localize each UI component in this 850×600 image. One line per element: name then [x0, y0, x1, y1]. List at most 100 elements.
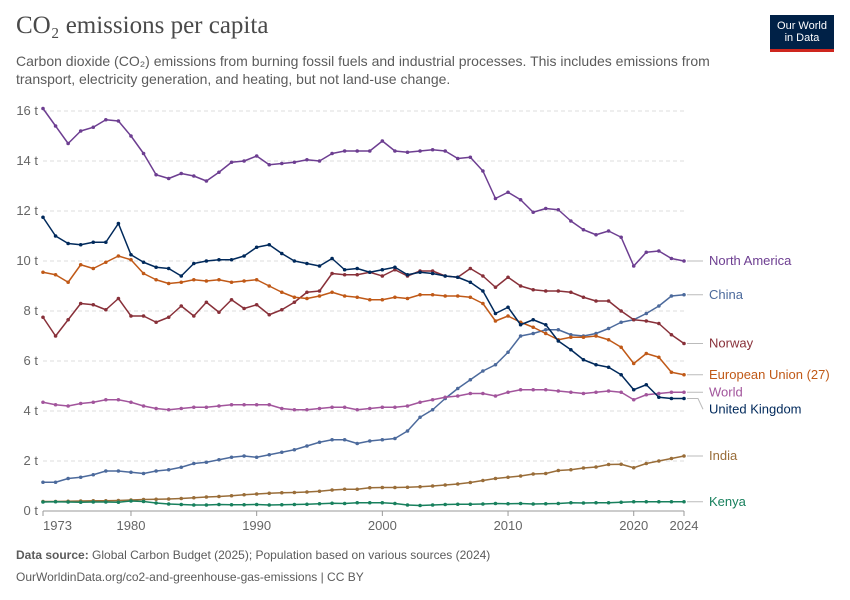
data-point-india-2009	[493, 476, 498, 481]
data-point-kenya-2011	[518, 501, 523, 506]
data-point-india-2010	[506, 475, 510, 480]
data-point-european-union-27-1977	[91, 266, 96, 271]
data-point-united-kingdom-2010	[506, 305, 510, 310]
data-point-world-2013	[543, 387, 548, 392]
data-point-india-1982	[154, 497, 158, 502]
data-point-european-union-27-2015	[569, 335, 573, 340]
data-point-north-america-1980	[129, 134, 133, 138]
data-point-united-kingdom-1998	[355, 266, 360, 271]
data-point-kenya-1994	[305, 502, 309, 507]
data-point-north-america-2017	[594, 232, 598, 237]
data-point-world-1990	[254, 402, 259, 407]
data-point-china-1984	[179, 465, 184, 470]
data-point-china-1974	[53, 480, 58, 485]
x-tick-label-1990: 1990	[242, 518, 271, 533]
data-point-india-1992	[280, 490, 284, 495]
data-point-european-union-27-2018	[606, 337, 611, 342]
data-point-kenya-2018	[606, 500, 611, 505]
logo-line-2: in Data	[784, 32, 820, 44]
data-point-norway-2024	[682, 341, 686, 346]
data-point-kenya-1993	[292, 502, 297, 507]
data-point-india-2018	[606, 462, 611, 467]
data-point-world-2016	[581, 391, 586, 396]
data-point-united-kingdom-1992	[280, 251, 284, 256]
data-point-india-1993	[292, 490, 297, 495]
series-line-india	[43, 455, 685, 503]
data-point-north-america-2024	[682, 259, 686, 263]
data-point-kenya-1981	[141, 499, 146, 504]
data-point-north-america-1991	[267, 162, 272, 167]
data-point-norway-2019	[619, 309, 623, 313]
data-point-european-union-27-1988	[229, 280, 234, 285]
data-point-world-2009	[493, 394, 498, 398]
data-point-norway-1983	[166, 315, 171, 320]
data-point-world-2022	[657, 391, 661, 396]
data-point-north-america-2016	[581, 227, 586, 232]
data-point-kenya-1986	[204, 503, 209, 507]
data-point-india-2008	[481, 478, 485, 483]
data-point-world-2010	[506, 390, 510, 395]
data-point-north-america-2022	[657, 249, 661, 253]
data-point-united-kingdom-2008	[481, 289, 485, 293]
data-point-european-union-27-2016	[581, 335, 586, 340]
data-point-united-kingdom-1999	[367, 270, 372, 275]
data-point-norway-1982	[154, 320, 158, 325]
data-point-world-2018	[606, 389, 611, 393]
data-point-world-1980	[129, 400, 133, 405]
series-line-world	[42, 389, 684, 411]
data-point-world-2021	[644, 392, 649, 397]
data-point-china-1999	[367, 439, 372, 443]
data-point-european-union-27-1984	[179, 280, 184, 285]
data-point-world-1988	[229, 402, 234, 407]
data-point-north-america-2019	[619, 235, 623, 240]
data-point-india-2005	[443, 483, 448, 487]
data-point-north-america-1979	[116, 119, 121, 123]
data-point-china-1998	[355, 441, 360, 446]
y-tick-label-4: 4 t	[24, 403, 39, 418]
data-point-united-kingdom-1984	[179, 274, 184, 278]
data-point-united-kingdom-1975	[66, 241, 70, 246]
series-label-china: China	[709, 287, 744, 302]
data-point-north-america-1973	[41, 106, 45, 111]
data-point-india-2006	[455, 482, 460, 486]
x-tick-label-2010: 2010	[494, 518, 523, 533]
data-point-china-2002	[405, 429, 410, 433]
data-point-india-1990	[254, 492, 259, 496]
data-point-european-union-27-1987	[217, 277, 221, 282]
series-line-united-kingdom	[42, 216, 684, 400]
data-point-european-union-27-1996	[330, 290, 334, 295]
data-point-kenya-1983	[166, 502, 171, 506]
data-point-north-america-1990	[254, 154, 259, 158]
data-point-european-union-27-2004	[430, 292, 435, 297]
data-point-world-2019	[619, 390, 623, 395]
data-point-north-america-1994	[305, 157, 309, 162]
data-point-norway-1977	[91, 302, 96, 307]
data-point-world-2004	[430, 397, 435, 402]
data-point-kenya-1989	[242, 502, 246, 507]
x-tick-label-2000: 2000	[368, 518, 397, 533]
data-point-european-union-27-2002	[405, 296, 410, 301]
data-point-india-1999	[367, 485, 372, 490]
data-point-kenya-1980	[129, 499, 133, 503]
data-point-kenya-1987	[217, 502, 221, 507]
data-point-world-1998	[355, 407, 360, 412]
series-line-kenya	[42, 500, 684, 507]
data-point-european-union-27-2001	[393, 295, 397, 300]
data-point-norway-2010	[506, 275, 510, 280]
data-point-world-2007	[468, 391, 473, 396]
source-url-link[interactable]: OurWorldinData.org/co2-and-greenhouse-ga…	[16, 570, 364, 584]
data-point-european-union-27-2009	[493, 319, 498, 323]
data-point-european-union-27-1978	[104, 260, 108, 265]
data-point-united-kingdom-1995	[317, 264, 322, 268]
data-point-china-2010	[506, 350, 510, 355]
data-point-norway-1993	[292, 300, 297, 305]
data-point-world-2014	[556, 389, 561, 393]
data-point-world-1987	[217, 404, 221, 408]
data-point-kenya-2012	[531, 502, 535, 506]
data-point-world-1995	[317, 406, 322, 411]
data-point-united-kingdom-1980	[129, 252, 133, 257]
data-point-norway-2014	[556, 289, 561, 293]
owid-logo[interactable]: Our World in Data	[770, 15, 834, 52]
data-point-norway-2015	[569, 290, 573, 295]
y-tick-label-10: 10 t	[16, 253, 38, 268]
